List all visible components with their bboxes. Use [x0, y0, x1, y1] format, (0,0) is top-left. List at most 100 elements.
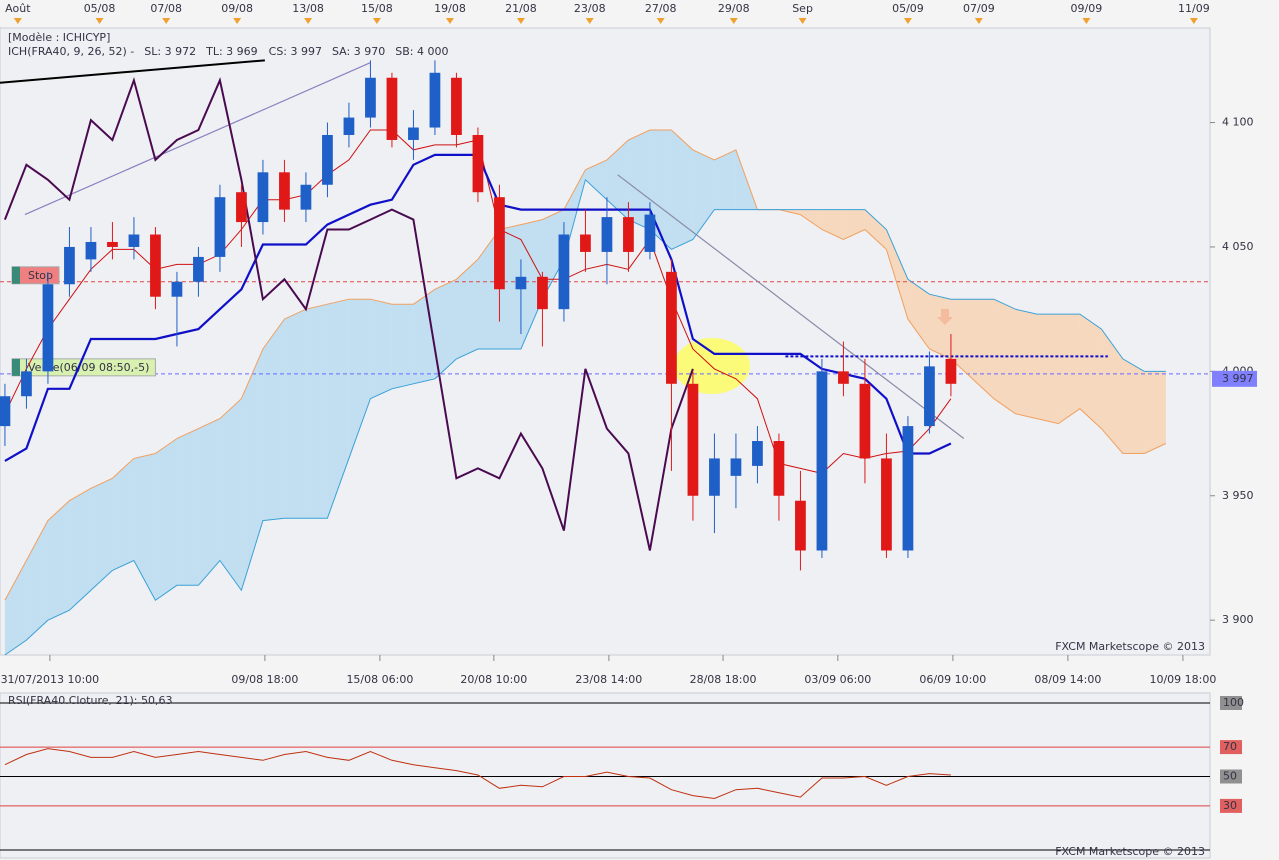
model-label: [Modèle : ICHICYP] [8, 31, 110, 44]
cloud-fill [198, 418, 220, 586]
y-tick-box [1220, 769, 1242, 784]
cloud-fill [1036, 314, 1059, 424]
top-tick-label: 19/08 [434, 2, 466, 15]
cloud-fill [821, 209, 844, 240]
cloud-fill [69, 488, 91, 611]
y-tick-box [1220, 798, 1242, 813]
cloud-fill [348, 299, 371, 459]
candle-body [343, 117, 355, 135]
candle-body [171, 281, 183, 297]
y-tick-label: 3 900 [1222, 613, 1254, 626]
candle-body [601, 217, 613, 252]
cloud-fill [262, 319, 285, 521]
top-tick [729, 18, 738, 24]
cloud-fill [1101, 329, 1123, 454]
cloud-fill [907, 279, 930, 349]
candle-body [0, 396, 11, 427]
cloud-fill [1058, 314, 1080, 424]
top-tick-label: 29/08 [718, 2, 750, 15]
cloud-fill [800, 209, 822, 230]
candle-body [816, 371, 828, 551]
rsi-plot [0, 692, 1211, 859]
top-tick [162, 18, 171, 24]
annotation-marker [12, 358, 20, 376]
cloud-fill [241, 348, 263, 591]
y-tick-label: 30 [1223, 799, 1237, 812]
candle-body [709, 458, 720, 496]
candle-body [924, 366, 935, 427]
top-tick [974, 18, 983, 24]
cloud-fill [929, 294, 951, 359]
cloud-fill [176, 428, 199, 586]
top-tick [516, 18, 525, 24]
trendline [24, 62, 371, 216]
y-tick-label: 100 [1223, 696, 1244, 709]
cloud-fill [714, 149, 736, 210]
top-tick [585, 18, 594, 24]
x-tick-label: 10/09 18:00 [1149, 673, 1216, 686]
x-tick-label: 23/08 14:00 [575, 673, 642, 686]
annotation-label: Stop [28, 269, 53, 282]
indicator-label: SL: 3 972 [144, 45, 196, 58]
series-line [3, 76, 694, 551]
top-tick [304, 18, 313, 24]
candle-body [623, 217, 634, 252]
cloud-fill [284, 309, 306, 519]
candle-body [193, 256, 204, 282]
cloud-fill [1079, 314, 1102, 429]
cloud-fill [112, 458, 134, 571]
cloud-fill [133, 453, 156, 601]
candle-body [859, 383, 871, 459]
top-tick-label: 09/08 [221, 2, 253, 15]
y-tick-label: 3 950 [1222, 489, 1254, 502]
candle-body [64, 246, 75, 285]
top-tick-label: Sep [792, 2, 813, 15]
top-tick-label: 11/09 [1178, 2, 1210, 15]
watermark: FXCM Marketscope © 2013 [1055, 845, 1205, 858]
cloud-fill [47, 500, 70, 621]
cloud-fill [413, 289, 435, 384]
indicator-label: ICH(FRA40, 9, 26, 52) - [8, 45, 134, 58]
top-tick-label: 09/09 [1071, 2, 1103, 15]
top-tick [445, 18, 454, 24]
cloud-fill [456, 259, 478, 359]
candle-body [515, 276, 527, 290]
cloud-fill [4, 560, 27, 655]
candle-body [644, 214, 656, 252]
series-line [4, 129, 1167, 601]
indicator-label: SB: 4 000 [395, 45, 448, 58]
top-tick [233, 18, 242, 24]
candle-body [558, 234, 570, 310]
candle-body [881, 458, 892, 551]
x-tick-label: 03/09 06:00 [804, 673, 871, 686]
x-tick-label: 20/08 10:00 [460, 673, 527, 686]
candle-body [107, 241, 118, 247]
top-tick-label: 15/08 [361, 2, 393, 15]
cloud-fill [864, 209, 887, 250]
cloud-fill [585, 159, 607, 200]
x-tick-label: 15/08 06:00 [346, 673, 413, 686]
candle-body [537, 276, 548, 310]
price-tag: 3 997 [1222, 372, 1254, 385]
candle-body [945, 358, 957, 384]
top-tick-label: 07/09 [963, 2, 995, 15]
candle-body [257, 172, 269, 223]
cloud-fill [606, 139, 629, 220]
candle-body [85, 241, 97, 260]
cloud-fill [26, 520, 48, 641]
cloud-fill [370, 299, 392, 399]
trendline [0, 59, 265, 84]
top-tick-label: 07/08 [150, 2, 182, 15]
cloud-fill [327, 299, 349, 519]
candle-body [795, 500, 806, 551]
cloud-fill [886, 229, 908, 320]
top-tick [903, 18, 912, 24]
cloud-fill [1015, 309, 1037, 419]
annotation-marker [12, 266, 20, 284]
candle-body [365, 77, 376, 118]
top-tick [656, 18, 665, 24]
series-line [4, 748, 951, 800]
candle-body [42, 284, 54, 372]
